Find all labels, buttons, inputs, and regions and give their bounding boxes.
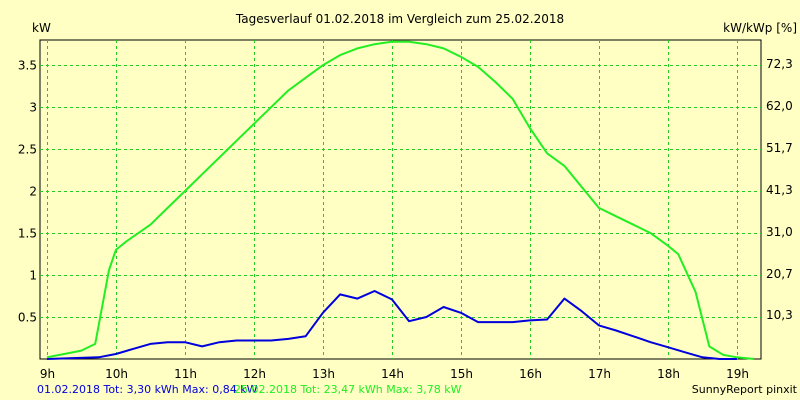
plot-area: 9h 10h 11h 12h 13h 14h 15h 16h 17h 18h 19h 0.5 1 1.5 2… xyxy=(18,39,793,381)
y-tick-label-right: 51,7 xyxy=(766,141,793,155)
footer-series2-summary: 25.02.2018 Tot: 23,47 kWh Max: 3,78 kW xyxy=(234,383,462,396)
y-tick-label-right: 62,0 xyxy=(766,99,793,113)
footer-credit: SunnyReport pinxit xyxy=(692,383,798,396)
x-tick-label: 18h xyxy=(657,367,680,381)
y-tick-label-right: 72,3 xyxy=(766,57,793,71)
x-tick-label: 9h xyxy=(40,367,55,381)
x-tick-label: 13h xyxy=(312,367,335,381)
left-axis-unit: kW xyxy=(32,21,51,35)
x-tick-label: 11h xyxy=(174,367,197,381)
series-line-2 xyxy=(46,40,755,360)
y-tick-label-right: 41,3 xyxy=(766,183,793,197)
x-tick-label: 12h xyxy=(243,367,266,381)
x-tick-label: 15h xyxy=(450,367,473,381)
y-tick-label-right: 10,3 xyxy=(766,308,793,322)
x-tick-label: 19h xyxy=(726,367,749,381)
y-tick-label-left: 3.5 xyxy=(18,59,37,73)
x-tick-label: 14h xyxy=(381,367,404,381)
x-tick-label: 17h xyxy=(588,367,611,381)
y-tick-label-left: 1.5 xyxy=(18,227,37,241)
y-tick-label-left: 1 xyxy=(29,269,37,283)
y-tick-label-left: 2 xyxy=(29,185,37,199)
plot-frame xyxy=(39,39,762,360)
y-tick-label-right: 31,0 xyxy=(766,225,793,239)
right-axis-unit: kW/kWp [%] xyxy=(723,21,797,35)
x-tick-label: 16h xyxy=(519,367,542,381)
y-tick-label-left: 3 xyxy=(29,101,37,115)
y-tick-label-left: 2.5 xyxy=(18,143,37,157)
footer-series1-summary: 01.02.2018 Tot: 3,30 kWh Max: 0,84 kW xyxy=(37,383,258,396)
y-tick-label-right: 20,7 xyxy=(766,267,793,281)
y-tick-label-left: 0.5 xyxy=(18,311,37,325)
series-line-1 xyxy=(46,290,737,360)
chart-title: Tagesverlauf 01.02.2018 im Vergleich zum… xyxy=(235,12,564,26)
x-tick-label: 10h xyxy=(105,367,128,381)
